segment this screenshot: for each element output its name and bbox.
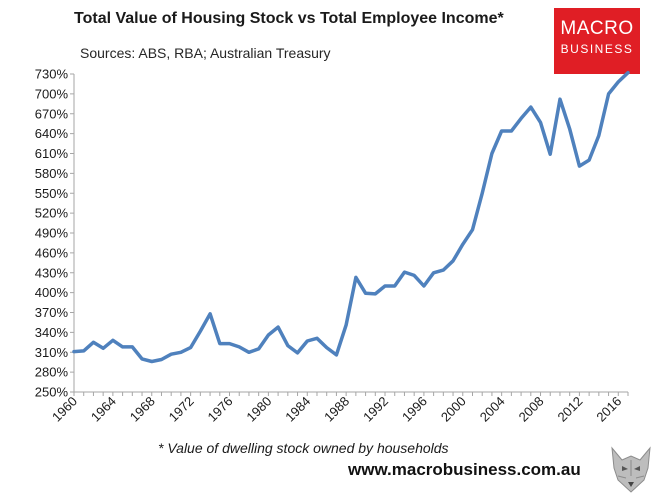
chart-title: Total Value of Housing Stock vs Total Em… [74, 10, 504, 27]
x-tick: 1984 [282, 394, 313, 425]
x-tick: 2016 [593, 394, 624, 425]
y-tick-label: 340% [35, 325, 69, 340]
x-tick: 1964 [88, 394, 119, 425]
y-tick-label: 640% [35, 126, 69, 141]
x-tick-label: 2008 [516, 394, 547, 425]
x-tick-label: 2004 [477, 394, 508, 425]
y-tick: 310% [35, 345, 74, 360]
x-tick-label: 1964 [88, 394, 119, 425]
y-tick: 730% [35, 67, 74, 82]
logo-line-1: MACRO [560, 18, 634, 39]
y-tick-label: 490% [35, 226, 69, 241]
y-tick-label: 400% [35, 285, 69, 300]
y-tick: 490% [35, 226, 74, 241]
x-tick: 1968 [127, 394, 158, 425]
x-tick: 2012 [554, 394, 585, 425]
x-tick: 1992 [360, 394, 391, 425]
x-tick: 1976 [205, 394, 236, 425]
x-tick-label: 1972 [166, 394, 197, 425]
x-tick-label: 1988 [321, 394, 352, 425]
x-axis-ticks: 1960 1964 1968 1972 1976 1980 1984 1988 1992 1996… [49, 392, 629, 425]
x-tick-label: 1984 [282, 394, 313, 425]
y-tick-label: 610% [35, 146, 69, 161]
y-tick-label: 580% [35, 166, 69, 181]
y-tick: 370% [35, 305, 74, 320]
y-tick-label: 550% [35, 186, 69, 201]
y-tick-label: 670% [35, 106, 69, 121]
chart-subtitle: Sources: ABS, RBA; Australian Treasury [80, 45, 331, 61]
x-tick-label: 1980 [243, 394, 274, 425]
y-tick: 700% [35, 86, 74, 101]
y-tick: 640% [35, 126, 74, 141]
x-tick: 1988 [321, 394, 352, 425]
x-tick-label: 1992 [360, 394, 391, 425]
series-group [72, 70, 630, 364]
y-tick-label: 700% [35, 86, 69, 101]
x-tick: 2000 [438, 394, 469, 425]
y-tick-label: 250% [35, 385, 69, 400]
y-tick: 610% [35, 146, 74, 161]
series-line [72, 70, 630, 364]
y-tick: 670% [35, 106, 74, 121]
y-tick: 580% [35, 166, 74, 181]
x-tick-label: 2016 [593, 394, 624, 425]
y-tick-label: 430% [35, 265, 69, 280]
footnote: * Value of dwelling stock owned by house… [158, 440, 449, 456]
y-tick: 520% [35, 206, 74, 221]
x-tick-label: 2012 [554, 394, 585, 425]
macrobusiness-logo[interactable]: MACRO BUSINESS [554, 8, 640, 74]
x-tick-label: 1968 [127, 394, 158, 425]
x-tick: 1996 [399, 394, 430, 425]
y-tick: 250% [35, 385, 74, 400]
chart-axes [73, 74, 628, 393]
y-tick-label: 310% [35, 345, 69, 360]
y-tick: 400% [35, 285, 74, 300]
x-tick-label: 2000 [438, 394, 469, 425]
logo-line-2: BUSINESS [560, 42, 634, 56]
x-tick-label: 1976 [205, 394, 236, 425]
x-tick: 1972 [166, 394, 197, 425]
y-tick-label: 730% [35, 67, 69, 82]
x-tick: 1980 [243, 394, 274, 425]
x-tick: 2008 [516, 394, 547, 425]
website-url[interactable]: www.macrobusiness.com.au [348, 460, 581, 479]
y-tick-label: 370% [35, 305, 69, 320]
y-tick: 550% [35, 186, 74, 201]
y-tick: 340% [35, 325, 74, 340]
wolf-logo-icon [611, 446, 651, 493]
y-tick: 280% [35, 365, 74, 380]
y-tick-label: 280% [35, 365, 69, 380]
y-tick-label: 460% [35, 245, 69, 260]
y-tick: 430% [35, 265, 74, 280]
y-axis-ticks: 250% 280% 310% 340% 370% 400% 430% 460% 490% 520%… [35, 67, 74, 400]
x-tick-label: 1996 [399, 394, 430, 425]
y-tick-label: 520% [35, 206, 69, 221]
x-tick: 2004 [477, 394, 508, 425]
y-tick: 460% [35, 245, 74, 260]
